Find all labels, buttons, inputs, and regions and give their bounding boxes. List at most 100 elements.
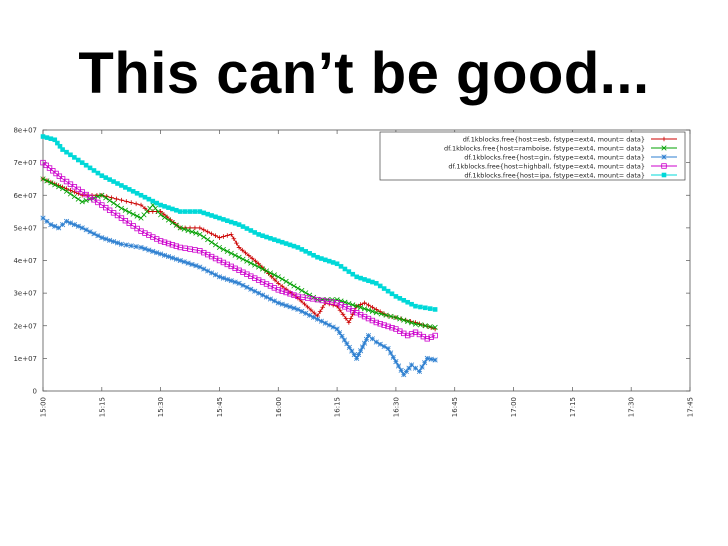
data-point <box>283 241 289 246</box>
data-point <box>63 218 70 224</box>
data-point <box>358 304 364 311</box>
data-point <box>390 354 396 360</box>
data-point <box>123 242 129 248</box>
data-point <box>244 258 250 264</box>
data-point <box>343 316 349 321</box>
data-point <box>275 274 281 280</box>
data-point <box>397 296 403 301</box>
data-point <box>302 301 307 307</box>
data-point <box>177 257 183 264</box>
y-tick-label: 4e+07 <box>13 257 37 265</box>
data-point <box>256 232 261 237</box>
data-point <box>246 253 252 258</box>
data-point <box>385 323 391 330</box>
data-point <box>341 337 348 343</box>
data-point <box>432 357 438 363</box>
y-axis: 0 1e+07 2e+07 3e+07 4e+07 5e+07 6e+07 7e+07 8e+0… <box>13 127 690 396</box>
data-point <box>428 334 434 340</box>
data-point <box>275 281 281 286</box>
data-point <box>99 235 105 241</box>
data-point <box>395 363 402 369</box>
series-line <box>42 178 436 330</box>
data-point <box>126 187 132 192</box>
data-point <box>401 298 407 303</box>
data-point <box>181 259 187 265</box>
data-point <box>366 278 371 284</box>
legend-label: df.1kblocks.free{host=ipa, fstype=ext4, … <box>464 171 645 179</box>
data-point <box>381 286 387 291</box>
data-point <box>209 213 214 218</box>
data-point <box>40 176 46 182</box>
data-point <box>201 210 207 216</box>
data-point <box>224 248 230 254</box>
data-point <box>158 202 163 208</box>
data-point <box>52 137 58 143</box>
data-point <box>67 220 74 226</box>
data-point <box>240 224 246 229</box>
data-point <box>181 226 187 232</box>
data-point <box>263 268 270 274</box>
data-point <box>412 365 419 371</box>
data-point <box>128 243 134 249</box>
data-point <box>661 163 667 169</box>
x-tick-label: 17:00 <box>510 397 518 417</box>
data-point <box>205 229 210 235</box>
data-point <box>369 336 375 342</box>
data-point <box>220 246 226 252</box>
data-point <box>428 356 434 362</box>
data-point <box>75 196 81 202</box>
data-point <box>342 266 348 272</box>
data-point <box>103 175 109 180</box>
data-point <box>336 330 343 336</box>
data-point <box>57 144 63 149</box>
data-point <box>269 274 275 280</box>
data-point <box>334 261 340 267</box>
data-point <box>48 180 54 186</box>
data-point <box>83 227 89 233</box>
data-point <box>161 214 168 221</box>
data-point <box>114 240 121 246</box>
data-point <box>240 247 245 253</box>
data-point <box>424 336 430 342</box>
data-point <box>361 340 368 346</box>
series-3 <box>40 215 438 378</box>
data-point <box>205 237 211 243</box>
data-point <box>358 302 363 307</box>
data-point <box>283 302 289 309</box>
data-point <box>263 294 270 300</box>
data-point <box>213 214 218 220</box>
data-point <box>161 239 168 245</box>
y-tick-label: 7e+07 <box>13 159 37 167</box>
data-point <box>388 350 394 356</box>
data-point <box>291 305 297 311</box>
x-tick-label: 16:45 <box>451 397 459 417</box>
data-point <box>308 307 314 313</box>
legend-label: df.1kblocks.free{host=esb, fstype=ext4, … <box>463 135 645 143</box>
y-tick-label: 1e+07 <box>13 355 37 363</box>
data-point <box>398 367 404 373</box>
data-point <box>315 254 320 260</box>
data-point <box>68 152 73 158</box>
data-point <box>260 233 265 239</box>
data-point <box>256 261 261 267</box>
x-tick-label: 16:30 <box>392 397 400 417</box>
data-point <box>287 281 293 287</box>
data-point <box>193 230 199 236</box>
data-point <box>244 226 250 231</box>
data-point <box>50 168 56 174</box>
series-line <box>42 178 436 328</box>
data-point <box>279 288 285 294</box>
data-point <box>381 343 387 349</box>
data-point <box>114 203 121 209</box>
data-point <box>393 294 399 299</box>
data-point <box>197 231 203 237</box>
data-point <box>126 209 132 215</box>
data-point <box>373 310 379 316</box>
data-point <box>209 239 215 245</box>
data-point <box>103 236 109 242</box>
data-point <box>118 205 125 211</box>
data-point <box>185 260 191 266</box>
data-point <box>267 296 274 302</box>
data-point <box>221 217 226 222</box>
data-point <box>244 284 250 290</box>
